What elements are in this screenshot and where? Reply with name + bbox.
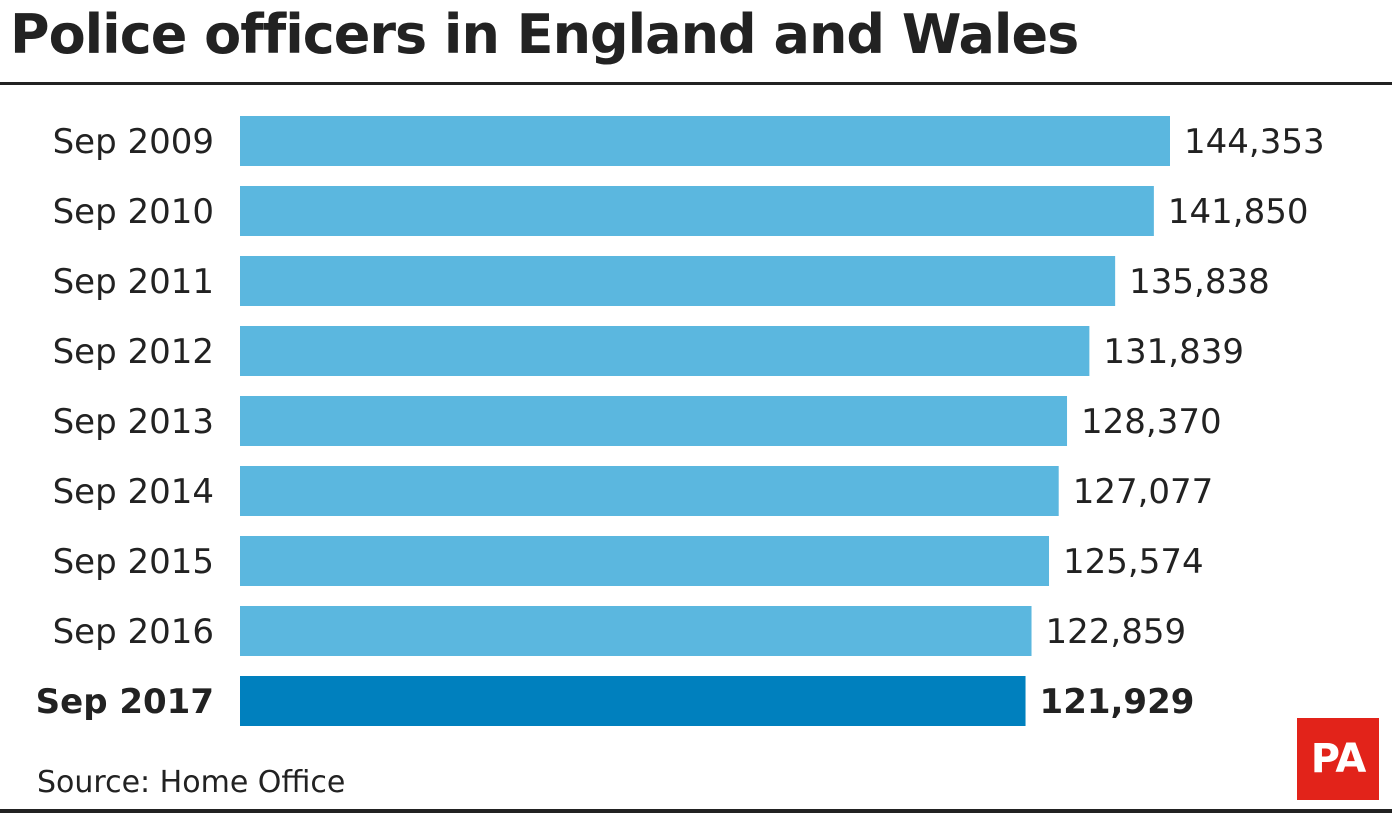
value-label: 141,850	[1168, 192, 1309, 232]
category-label: Sep 2014	[53, 472, 214, 512]
category-label: Sep 2016	[53, 612, 214, 652]
category-label: Sep 2009	[53, 122, 214, 162]
bar	[240, 116, 1170, 166]
value-label: 127,077	[1073, 472, 1214, 512]
bar	[240, 326, 1090, 376]
category-label: Sep 2012	[53, 332, 214, 372]
pa-logo: PA	[1297, 718, 1379, 800]
value-label: 144,353	[1184, 122, 1325, 162]
source-note: Source: Home Office	[37, 765, 346, 800]
bar	[240, 676, 1026, 726]
bar	[240, 606, 1032, 656]
bar	[240, 396, 1068, 446]
value-label: 135,838	[1129, 262, 1270, 302]
value-label: 125,574	[1063, 542, 1204, 582]
bottom-divider	[0, 809, 1392, 813]
value-label: 131,839	[1103, 332, 1244, 372]
category-label: Sep 2015	[53, 542, 214, 582]
bar-chart: Sep 2009 144,353 Sep 2010 141,850 Sep 2011 13…	[36, 116, 1325, 726]
value-label: 122,859	[1046, 612, 1187, 652]
bar	[240, 466, 1059, 516]
category-label: Sep 2013	[53, 402, 214, 442]
value-label: 121,929	[1040, 682, 1195, 722]
bar	[240, 256, 1116, 306]
bar	[240, 186, 1154, 236]
bar	[240, 536, 1050, 586]
pa-logo-text: PA	[1310, 736, 1367, 782]
chart-title: Police officers in England and Wales	[10, 3, 1079, 66]
top-divider	[0, 82, 1392, 85]
category-label: Sep 2011	[53, 262, 214, 302]
value-label: 128,370	[1081, 402, 1222, 442]
category-label: Sep 2017	[36, 682, 214, 722]
category-label: Sep 2010	[53, 192, 214, 232]
